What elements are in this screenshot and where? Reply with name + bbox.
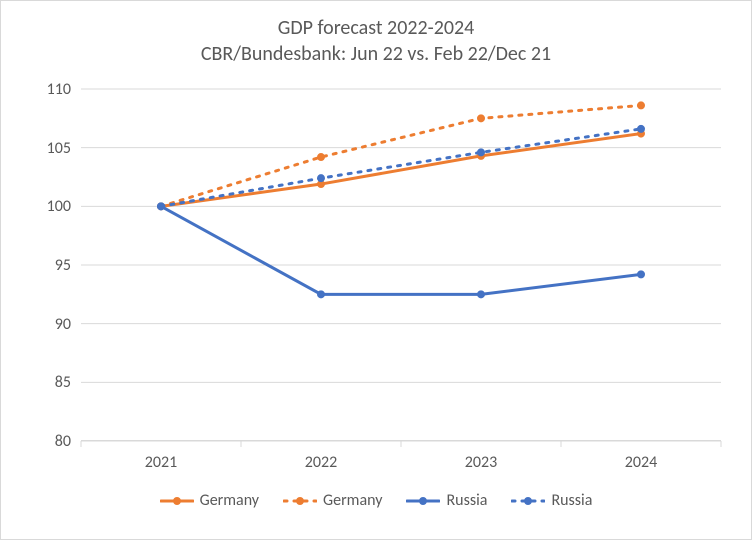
plot-area bbox=[81, 89, 721, 441]
legend-item: Russia bbox=[511, 491, 592, 510]
x-tick-label: 2024 bbox=[601, 453, 681, 472]
legend-label: Germany bbox=[200, 491, 259, 510]
legend-swatch bbox=[511, 494, 545, 508]
legend-swatch bbox=[406, 494, 440, 508]
legend-label: Russia bbox=[551, 491, 592, 510]
chart-title: GDP forecast 2022-2024 CBR/Bundesbank: J… bbox=[1, 15, 751, 67]
y-tick-label: 90 bbox=[55, 315, 71, 334]
legend-item: Russia bbox=[406, 491, 487, 510]
x-tick-label: 2021 bbox=[121, 453, 201, 472]
y-tick-label: 105 bbox=[47, 139, 71, 158]
y-tick-label: 95 bbox=[55, 256, 71, 275]
chart-title-line1: GDP forecast 2022-2024 bbox=[1, 15, 751, 41]
chart-container: GDP forecast 2022-2024 CBR/Bundesbank: J… bbox=[0, 0, 752, 540]
x-tick-label: 2023 bbox=[441, 453, 521, 472]
y-tick-label: 110 bbox=[47, 80, 71, 99]
y-tick-label: 85 bbox=[55, 373, 71, 392]
legend-item: Germany bbox=[160, 491, 259, 510]
x-tick-label: 2022 bbox=[281, 453, 361, 472]
legend-label: Germany bbox=[323, 491, 382, 510]
legend-item: Germany bbox=[283, 491, 382, 510]
y-tick-label: 100 bbox=[47, 197, 71, 216]
legend-swatch bbox=[283, 494, 317, 508]
y-tick-label: 80 bbox=[55, 432, 71, 451]
legend: Germany Germany Russia Russia bbox=[1, 491, 751, 510]
legend-label: Russia bbox=[446, 491, 487, 510]
chart-title-line2: CBR/Bundesbank: Jun 22 vs. Feb 22/Dec 21 bbox=[1, 41, 751, 67]
legend-swatch bbox=[160, 494, 194, 508]
